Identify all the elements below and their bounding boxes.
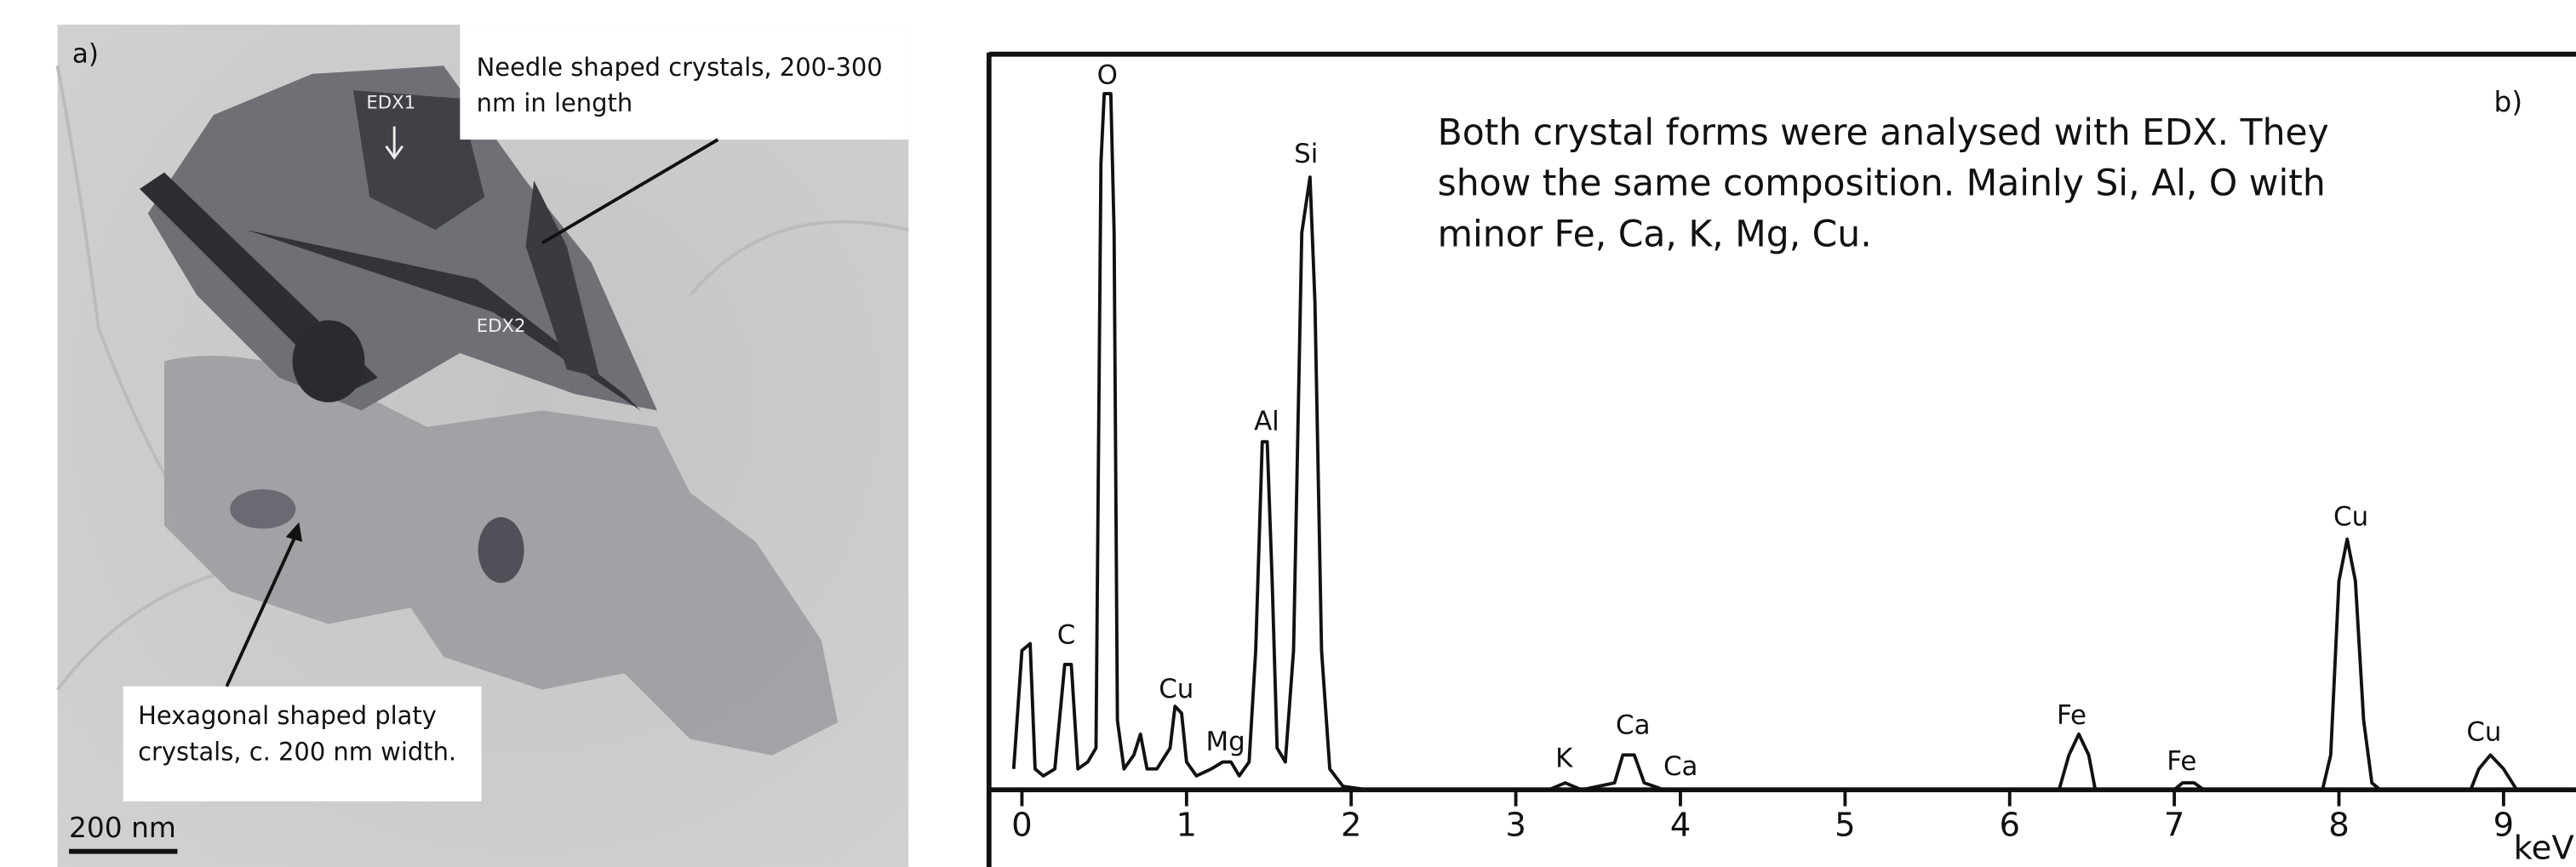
- callout-box: [123, 686, 482, 801]
- x-tick-label: 1: [1176, 806, 1198, 844]
- callout-box: [460, 24, 909, 140]
- peak-label: Mg: [1206, 727, 1245, 757]
- callout-text: Hexagonal shaped platy: [138, 701, 437, 730]
- x-tick-label: 0: [1011, 806, 1033, 844]
- callout-line: [225, 534, 298, 687]
- peak-label: K: [1555, 743, 1573, 773]
- x-tick-label: 3: [1505, 806, 1526, 844]
- x-tick-label: 9: [2493, 806, 2515, 844]
- panel-label: a): [72, 38, 99, 69]
- x-tick-label: 2: [1341, 806, 1362, 844]
- callout-text: nm in length: [477, 88, 633, 117]
- arrow-head: [285, 522, 303, 542]
- x-tick-label: 8: [2328, 806, 2350, 844]
- peak-label: Cu: [2333, 502, 2368, 533]
- annotation: minor Fe, Ca, K, Mg, Cu.: [1438, 214, 1872, 255]
- x-tick-label: 4: [1670, 806, 1692, 844]
- peak-label: Si: [1294, 139, 1318, 169]
- callout-text: crystals, c. 200 nm width.: [138, 738, 456, 767]
- peak-label: Ca: [1663, 751, 1697, 782]
- image-label: EDX1: [366, 92, 415, 113]
- peak-label: Ca: [1616, 710, 1650, 741]
- image-label: EDX2: [477, 316, 526, 337]
- peak-label: Cu: [1159, 674, 1194, 704]
- scale-bar-label: 200 nm: [69, 812, 176, 844]
- callout-text: Needle shaped crystals, 200-300: [477, 53, 883, 82]
- peak-label: O: [1097, 60, 1118, 90]
- peak-label: C: [1057, 620, 1076, 651]
- annotation: Both crystal forms were analysed with ED…: [1438, 112, 2329, 154]
- scale-bar: [69, 848, 178, 854]
- peak-label: Fe: [2057, 700, 2087, 731]
- callout-line: [541, 138, 719, 245]
- peak-label: Fe: [2167, 746, 2196, 777]
- panel-label: b): [2494, 86, 2523, 118]
- annotation: show the same composition. Mainly Si, Al…: [1438, 163, 2326, 205]
- edx-spectrum: b) Both crystal forms were analysed with…: [986, 51, 2576, 867]
- x-tick-label: 7: [2164, 806, 2185, 844]
- x-tick-label: 6: [1999, 806, 2020, 844]
- x-axis-label: keV: [2514, 829, 2575, 867]
- x-tick-label: 5: [1835, 806, 1856, 844]
- spectrum-line: [1011, 92, 2570, 792]
- peak-label: Cu: [2466, 716, 2501, 747]
- peak-label: Al: [1254, 407, 1279, 437]
